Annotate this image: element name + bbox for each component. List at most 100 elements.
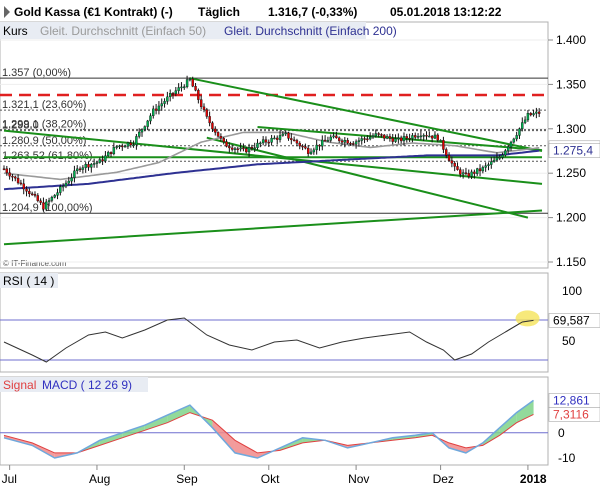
candle-body bbox=[523, 119, 527, 123]
candle-body bbox=[25, 188, 28, 192]
price-tick-label: 1.350 bbox=[556, 77, 586, 91]
sma200-last-value-box bbox=[548, 143, 600, 158]
candle-body bbox=[163, 101, 166, 104]
macd-tick-label: -10 bbox=[558, 451, 576, 465]
candle-body bbox=[487, 164, 490, 166]
candle-body bbox=[453, 163, 456, 167]
candle-body bbox=[270, 137, 273, 143]
candle-body bbox=[383, 134, 386, 139]
candle-body bbox=[146, 120, 149, 127]
candle-body bbox=[81, 167, 85, 170]
candle-body bbox=[107, 152, 110, 156]
candle-body bbox=[109, 152, 113, 155]
candle-body bbox=[312, 149, 316, 153]
rsi-legend-bg bbox=[0, 273, 58, 288]
candle-body bbox=[422, 135, 425, 137]
candle-body bbox=[95, 162, 99, 164]
rsi-title: RSI ( 14 ) bbox=[3, 274, 54, 288]
candle-body bbox=[492, 159, 496, 162]
price-tick-label: 1.150 bbox=[556, 255, 586, 269]
fib-label: 1.321,1 (23,60%) bbox=[2, 99, 86, 111]
candle-body bbox=[419, 135, 423, 138]
candle-body bbox=[104, 155, 107, 162]
candle-body bbox=[447, 155, 451, 161]
price-y-axis: 1.150 1.200 1.250 1.300 1.350 1.400 bbox=[548, 33, 586, 269]
trendline bbox=[206, 136, 529, 219]
candle-body bbox=[388, 136, 392, 139]
candle-body bbox=[337, 137, 341, 141]
candle-body bbox=[408, 137, 411, 140]
candle-body bbox=[211, 122, 214, 130]
candle-body bbox=[414, 135, 417, 138]
candle-body bbox=[101, 159, 104, 162]
candle-body bbox=[14, 176, 17, 179]
candle-body bbox=[343, 140, 347, 143]
candle-body bbox=[233, 148, 237, 150]
candle-body bbox=[225, 141, 228, 147]
candle-body bbox=[405, 136, 408, 139]
candle-body bbox=[504, 150, 507, 156]
candle-body bbox=[73, 170, 76, 178]
x-tick-label: Okt bbox=[261, 472, 280, 486]
rsi-last-value: 69,587 bbox=[553, 313, 590, 327]
macd-fill bbox=[449, 442, 466, 453]
candle-body bbox=[28, 191, 31, 195]
rsi-last-value-box bbox=[548, 313, 600, 328]
candle-body bbox=[197, 90, 200, 100]
candle-body bbox=[402, 136, 406, 142]
candle-body bbox=[121, 145, 124, 148]
candle-body bbox=[67, 180, 70, 184]
candle-body bbox=[183, 86, 186, 88]
candle-body bbox=[157, 105, 161, 111]
candle-body bbox=[250, 147, 254, 149]
candle-body bbox=[11, 175, 14, 178]
candle-body bbox=[84, 163, 87, 168]
candle-body bbox=[354, 141, 358, 145]
candle-body bbox=[230, 147, 234, 150]
candle-body bbox=[490, 161, 493, 165]
rsi-line-end bbox=[505, 319, 534, 333]
candle-body bbox=[202, 106, 206, 110]
x-tick-label: Sep bbox=[176, 472, 198, 486]
candle-body bbox=[160, 103, 163, 107]
candle-body bbox=[298, 143, 301, 147]
candle-body bbox=[5, 168, 9, 173]
candle-body bbox=[70, 177, 73, 182]
candle-body bbox=[352, 143, 355, 145]
candle-body bbox=[287, 132, 290, 139]
candle-body bbox=[256, 142, 259, 148]
trendline bbox=[257, 126, 543, 152]
macd-plot bbox=[0, 399, 548, 459]
candle-body bbox=[481, 167, 485, 172]
candle-body bbox=[261, 139, 265, 144]
candle-body bbox=[368, 136, 372, 140]
candle-body bbox=[118, 145, 121, 148]
candle-body bbox=[470, 171, 473, 177]
candle-body bbox=[307, 147, 310, 154]
candle-body bbox=[208, 116, 211, 124]
candle-body bbox=[349, 142, 352, 145]
trendline bbox=[3, 209, 543, 246]
candle-body bbox=[346, 140, 349, 144]
candle-body bbox=[518, 128, 521, 136]
candle-body bbox=[126, 142, 130, 147]
candle-body bbox=[45, 201, 48, 210]
fib-label: 1.299,1 (38,20%) bbox=[2, 119, 86, 131]
candle-body bbox=[501, 154, 504, 158]
candle-body bbox=[512, 138, 516, 143]
candle-body bbox=[239, 147, 242, 150]
candle-body bbox=[295, 140, 299, 144]
candle-body bbox=[76, 168, 79, 172]
candle-body bbox=[371, 135, 375, 138]
fib-label: 1.280,9 (50,00%) bbox=[2, 135, 86, 147]
candle-body bbox=[236, 148, 239, 150]
candle-body bbox=[442, 140, 445, 150]
candle-body bbox=[2, 168, 6, 170]
price-tick-label: 1.200 bbox=[556, 211, 586, 225]
macd-last-value: 12,861 bbox=[553, 393, 590, 407]
candle-body bbox=[394, 138, 397, 142]
candle-body bbox=[321, 139, 324, 147]
candle-body bbox=[115, 146, 118, 148]
candle-body bbox=[253, 147, 256, 149]
candle-body bbox=[39, 200, 42, 203]
